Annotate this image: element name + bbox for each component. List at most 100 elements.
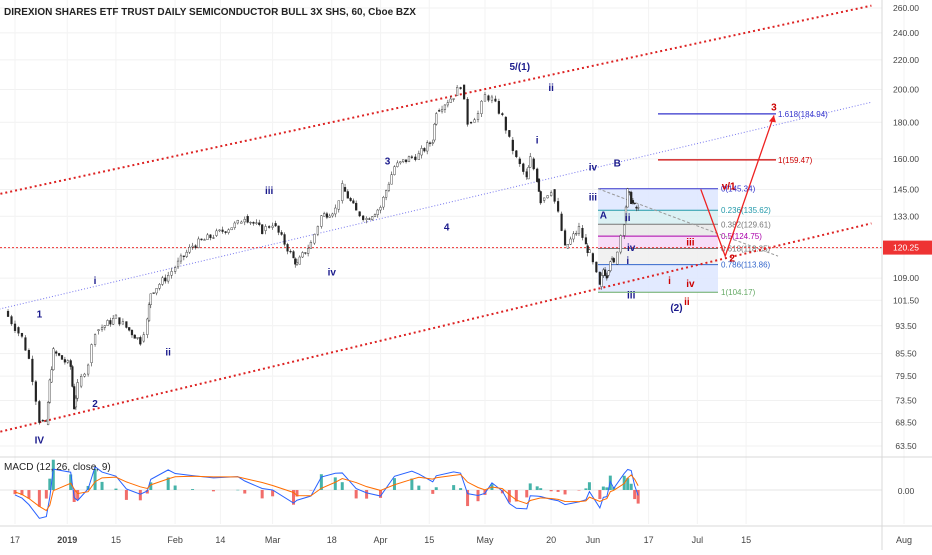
candle-body — [230, 227, 233, 231]
candle-body — [233, 222, 236, 228]
candle-body — [118, 317, 121, 325]
candle-body — [428, 142, 432, 144]
candle-body — [301, 252, 304, 258]
projection-arrowhead — [768, 115, 776, 123]
candle-body — [355, 202, 358, 211]
macd-histogram-bar — [434, 487, 438, 490]
candle-body — [334, 207, 337, 215]
candle-body — [385, 190, 388, 198]
candle-body — [426, 142, 429, 152]
y-tick-label: 133.00 — [893, 211, 919, 221]
x-tick-label: 20 — [546, 535, 556, 545]
candle-body — [325, 213, 329, 218]
fib-zone — [598, 236, 718, 249]
macd-histogram-bar — [605, 487, 609, 490]
macd-histogram-bar — [598, 490, 602, 500]
candle-body — [449, 98, 452, 103]
candle-body — [490, 96, 494, 101]
candle-body — [313, 233, 316, 244]
fib-level-label: 0.382(129.61) — [721, 220, 771, 229]
macd-histogram-bar — [309, 490, 313, 491]
candle-body — [295, 262, 299, 265]
candle-body — [136, 337, 139, 339]
wave-label: iv — [686, 279, 695, 290]
candle-body — [404, 159, 408, 163]
y-tick-label: 63.50 — [895, 441, 917, 451]
candle-body — [103, 325, 106, 328]
candle-body — [57, 353, 61, 356]
candle-body — [560, 213, 563, 231]
y-tick-label: 260.00 — [893, 3, 919, 13]
candle-body — [433, 123, 436, 141]
candle-body — [456, 87, 459, 96]
fib-zone — [598, 188, 718, 211]
candle-body — [352, 200, 355, 204]
y-tick-label: 101.50 — [893, 295, 919, 305]
candle-body — [212, 237, 215, 239]
macd-histogram-bar — [410, 478, 414, 490]
channel-upper-line — [0, 4, 872, 195]
candle-body — [179, 255, 183, 262]
candle-body — [553, 189, 556, 202]
candle-body — [402, 159, 405, 162]
wave-label: iv — [328, 267, 337, 278]
candle-body — [387, 183, 390, 191]
candle-body — [563, 230, 567, 246]
y-tick-label: 145.00 — [893, 184, 919, 194]
candle-body — [218, 229, 221, 232]
macd-histogram-bar — [124, 490, 128, 500]
candle-body — [396, 162, 399, 167]
macd-signal-line — [14, 473, 639, 512]
fib-zone — [598, 210, 718, 225]
candle-body — [537, 178, 541, 192]
x-tick-label: Feb — [167, 535, 183, 545]
candle-body — [80, 376, 83, 387]
candle-body — [283, 234, 286, 245]
macd-histogram-bar — [51, 459, 55, 490]
candle-body — [399, 161, 402, 164]
x-tick-label: Apr — [374, 535, 388, 545]
wave-label: 3 — [771, 102, 777, 113]
candle-body — [106, 320, 109, 326]
candle-body — [497, 101, 501, 114]
candle-body — [240, 221, 243, 224]
macd-histogram-bar — [539, 488, 543, 490]
candle-body — [501, 113, 504, 116]
candle-body — [114, 314, 118, 319]
candle-body — [161, 277, 164, 285]
macd-histogram-bar — [20, 490, 24, 496]
candle-body — [224, 231, 227, 233]
candle-body — [343, 187, 347, 192]
channel-lower-line — [0, 222, 872, 433]
candle-body — [125, 321, 128, 328]
macd-histogram-bar — [365, 490, 369, 499]
wave-label: iii — [589, 192, 598, 203]
macd-histogram-bar — [100, 481, 104, 490]
candle-body — [566, 244, 569, 249]
macd-histogram-bar — [466, 490, 470, 507]
candle-body — [546, 195, 549, 199]
candle-body — [34, 381, 37, 402]
wave-label: iv — [589, 163, 598, 174]
macd-histogram-bar — [211, 490, 215, 492]
candle-body — [176, 260, 180, 268]
x-tick-label: 2019 — [57, 535, 77, 545]
candle-body — [46, 402, 50, 425]
macd-histogram-bar — [243, 490, 247, 494]
candle-body — [289, 250, 292, 253]
candle-body — [31, 358, 34, 382]
candle-body — [149, 293, 152, 305]
candle-body — [121, 321, 125, 325]
candle-body — [320, 215, 323, 227]
candle-body — [624, 206, 628, 222]
candle-body — [525, 171, 528, 178]
candle-body — [38, 401, 41, 423]
candle-body — [60, 355, 64, 360]
wave-label: 2 — [92, 399, 98, 410]
candle-body — [264, 226, 267, 231]
candle-body — [83, 373, 86, 377]
y-tick-label: 93.50 — [895, 321, 917, 331]
candle-body — [588, 249, 591, 253]
candle-body — [209, 234, 212, 239]
